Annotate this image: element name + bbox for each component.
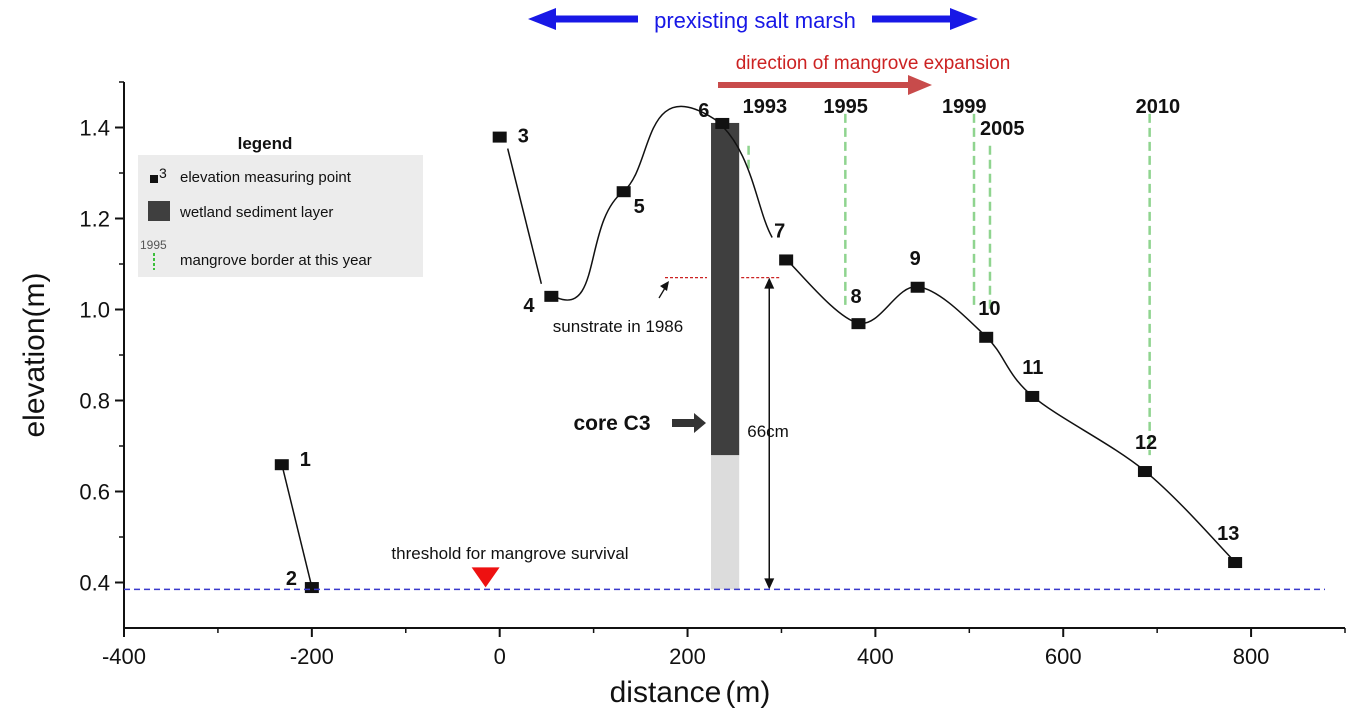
depth-label: 66cm: [747, 422, 789, 441]
curve-segment-4-7: [557, 105, 773, 301]
legend-point-sample: 3: [159, 165, 167, 181]
curve-segment-3-4: [506, 148, 543, 285]
x-axis-title: distance (m): [610, 676, 771, 709]
legend-item-point: elevation measuring point: [180, 169, 352, 186]
point-11-marker: [1025, 390, 1040, 402]
salt-marsh-label-bg: [638, 4, 872, 34]
point-5-marker: [616, 186, 631, 198]
point-6-marker: [715, 117, 730, 129]
core-c3-column: core C3 sunstrate in 1986 66cm: [553, 122, 789, 590]
point-7-label: 7: [774, 220, 785, 242]
point-11-label: 11: [1022, 357, 1043, 379]
point-13-marker: [1228, 557, 1243, 569]
core-label: core C3: [573, 412, 650, 435]
substrate-label: sunstrate in 1986: [553, 317, 683, 336]
x-tick-label: 600: [1045, 644, 1082, 669]
point-9-label: 9: [910, 248, 921, 270]
x-tick-label: 0: [494, 644, 506, 669]
point-3-label: 3: [518, 126, 529, 148]
x-tick-label: 200: [669, 644, 706, 669]
point-1-label: 1: [300, 449, 311, 471]
salt-marsh-arrow-right: [950, 8, 978, 30]
x-axis-unit: (m): [725, 676, 770, 709]
y-tick-label: 0.6: [79, 480, 110, 505]
curve-segment-1-2: [281, 464, 313, 588]
point-8-marker: [851, 318, 866, 330]
point-1-marker: [274, 459, 289, 471]
legend-border-sample: 1995: [140, 238, 167, 252]
legend-point-swatch: [150, 175, 158, 183]
x-tick-label: -200: [290, 644, 334, 669]
point-2-marker: [304, 582, 319, 594]
year-label-1995: 1995: [823, 96, 868, 118]
point-10-label: 10: [978, 298, 1000, 320]
point-9-marker: [910, 281, 925, 293]
legend: legend 3 elevation measuring point wetla…: [138, 134, 423, 277]
mangrove-direction-label: direction of mangrove expansion: [736, 53, 1011, 74]
legend-item-border: mangrove border at this year: [180, 252, 372, 269]
core-sediment-layer: [711, 122, 740, 456]
y-tick-label: 0.4: [79, 571, 110, 596]
point-7-marker: [779, 254, 794, 266]
axes: -400 -200 0 200 400 600 800 0.4 0.6 0.8 1.0 1.2 1.4 d…: [18, 81, 1346, 709]
point-10-marker: [979, 331, 994, 343]
annotations: threshold for mangrove survival prexistin…: [124, 4, 1325, 591]
depth-arrow-bottom: [764, 578, 775, 590]
x-tick-label: -400: [102, 644, 146, 669]
point-4-label: 4: [523, 295, 535, 317]
threshold-marker: [471, 567, 500, 588]
point-2-label: 2: [286, 568, 297, 590]
y-tick-label: 1.4: [79, 116, 110, 141]
point-5-label: 5: [634, 196, 645, 218]
mangrove-direction-arrowhead: [908, 75, 932, 95]
core-lower-segment: [711, 455, 740, 590]
legend-background: [138, 155, 423, 277]
year-label-2005: 2005: [980, 118, 1024, 140]
point-13-label: 13: [1217, 523, 1239, 545]
y-tick-label: 1.2: [79, 207, 110, 232]
x-tick-label: 800: [1233, 644, 1270, 669]
substrate-pointer-head: [660, 281, 669, 291]
y-tick-label: 1.0: [79, 298, 110, 323]
salt-marsh-arrow-left: [528, 8, 556, 30]
point-12-marker: [1137, 466, 1152, 478]
point-4-marker: [544, 290, 559, 302]
depth-arrow-top: [764, 277, 775, 289]
point-3-marker: [492, 131, 507, 143]
legend-sediment-swatch: [148, 201, 170, 221]
point-8-label: 8: [850, 286, 861, 308]
point-12-label: 12: [1135, 432, 1157, 454]
year-label-2010: 2010: [1136, 96, 1181, 118]
legend-title: legend: [238, 134, 293, 153]
salt-marsh-label: prexisting salt marsh: [654, 8, 856, 33]
threshold-label: threshold for mangrove survival: [391, 544, 628, 563]
year-label-1999: 1999: [942, 96, 987, 118]
core-arrow: [672, 413, 706, 433]
y-tick-label: 0.8: [79, 389, 110, 414]
legend-item-sediment: wetland sediment layer: [179, 204, 333, 221]
elevation-curves: [281, 105, 1236, 588]
point-6-label: 6: [698, 100, 709, 122]
x-tick-label: 400: [857, 644, 894, 669]
y-axis-title: elevation(m): [18, 272, 51, 437]
year-label-1993: 1993: [743, 96, 788, 118]
